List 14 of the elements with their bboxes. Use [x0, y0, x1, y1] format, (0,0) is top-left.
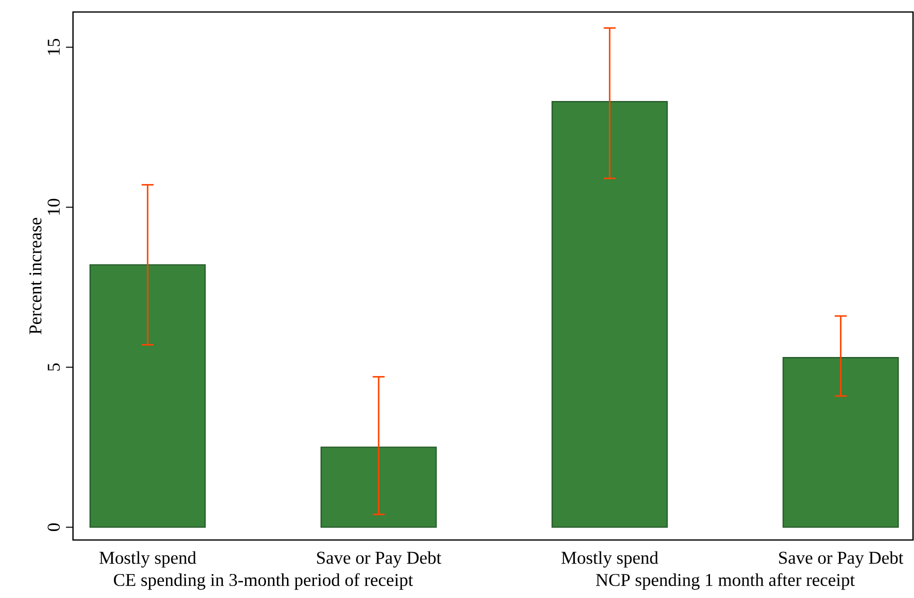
- bar: [782, 357, 899, 528]
- y-tick-label: 10: [48, 198, 60, 215]
- text: CE spending in 3-month period of receipt: [114, 573, 414, 590]
- y-tick-label: 5: [48, 363, 60, 371]
- y-tick-label: 0: [48, 523, 60, 532]
- x-tick-label: Mostly spend: [561, 551, 658, 568]
- bar: [552, 100, 668, 528]
- bar: [90, 264, 206, 528]
- x-tick-label: Save or Pay Debt: [317, 551, 442, 568]
- y-tick-label: 15: [48, 38, 60, 55]
- x-tick-label: Mostly spend: [99, 551, 196, 568]
- x-tick-label: Save or Pay Debt: [779, 551, 904, 568]
- text: NCP spending 1 month after receipt: [596, 573, 855, 590]
- y-axis-title: Percent increase: [29, 218, 42, 334]
